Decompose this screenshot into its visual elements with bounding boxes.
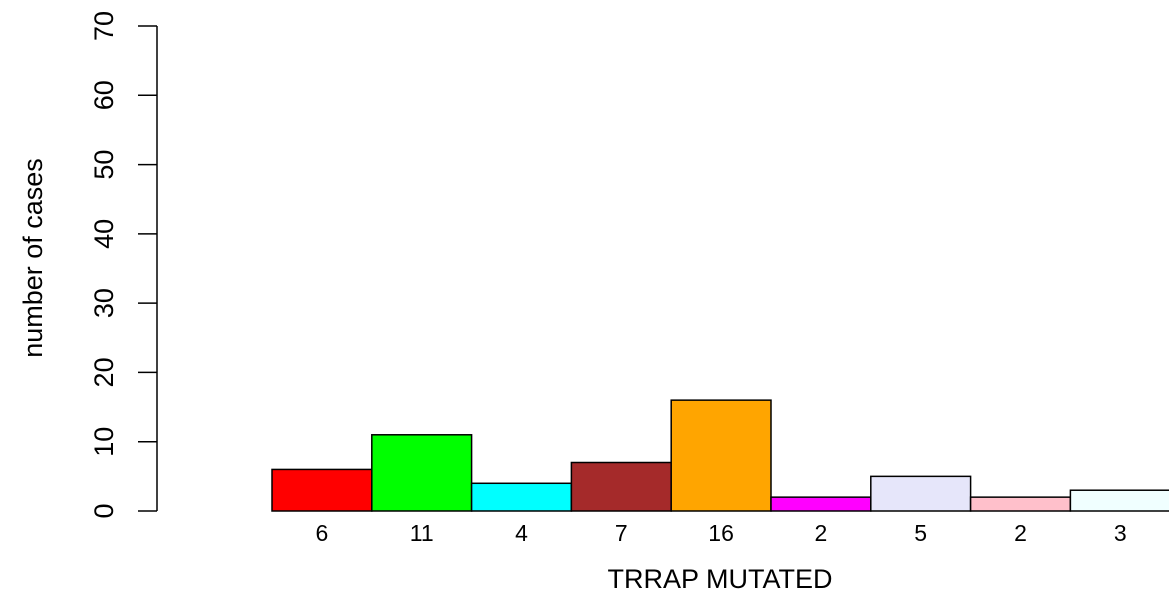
- bar-category-label: 5: [914, 520, 927, 546]
- y-tick-label: 0: [89, 503, 119, 518]
- bar-category-label: 4: [515, 520, 528, 546]
- bars: [271, 399, 1169, 512]
- bar-category-label: 6: [316, 520, 329, 546]
- bar-3: [570, 461, 672, 512]
- bar-5: [770, 496, 872, 512]
- y-tick-label: 40: [89, 219, 119, 249]
- y-axis: 0 10 20 30 40 50 60 70: [89, 11, 158, 519]
- bar-category-label: 11: [410, 520, 434, 546]
- bar-7: [969, 496, 1072, 512]
- bar-category-label: 3: [1114, 520, 1127, 546]
- y-tick-label: 10: [89, 427, 119, 457]
- y-axis-label: number of cases: [18, 158, 48, 358]
- y-tick-label: 60: [89, 80, 119, 110]
- x-axis-label: TRRAP MUTATED: [607, 564, 832, 594]
- bar-4: [670, 399, 772, 512]
- bar-8: [1069, 489, 1169, 512]
- bar-category-label: 7: [615, 520, 628, 546]
- bar-2: [470, 482, 573, 512]
- bar-1: [371, 434, 473, 512]
- y-tick-label: 70: [89, 11, 119, 41]
- bar-category-label: 16: [708, 520, 734, 546]
- y-tick-label: 50: [89, 150, 119, 180]
- bar-category-label: 2: [815, 520, 828, 546]
- bar-6: [870, 475, 972, 512]
- y-tick-label: 30: [89, 288, 119, 318]
- bar-category-label: 2: [1014, 520, 1027, 546]
- y-tick-label: 20: [89, 357, 119, 387]
- bar-labels: 6 11 4 7 16 2 5 2 3: [316, 520, 1127, 546]
- bar-0: [271, 468, 373, 512]
